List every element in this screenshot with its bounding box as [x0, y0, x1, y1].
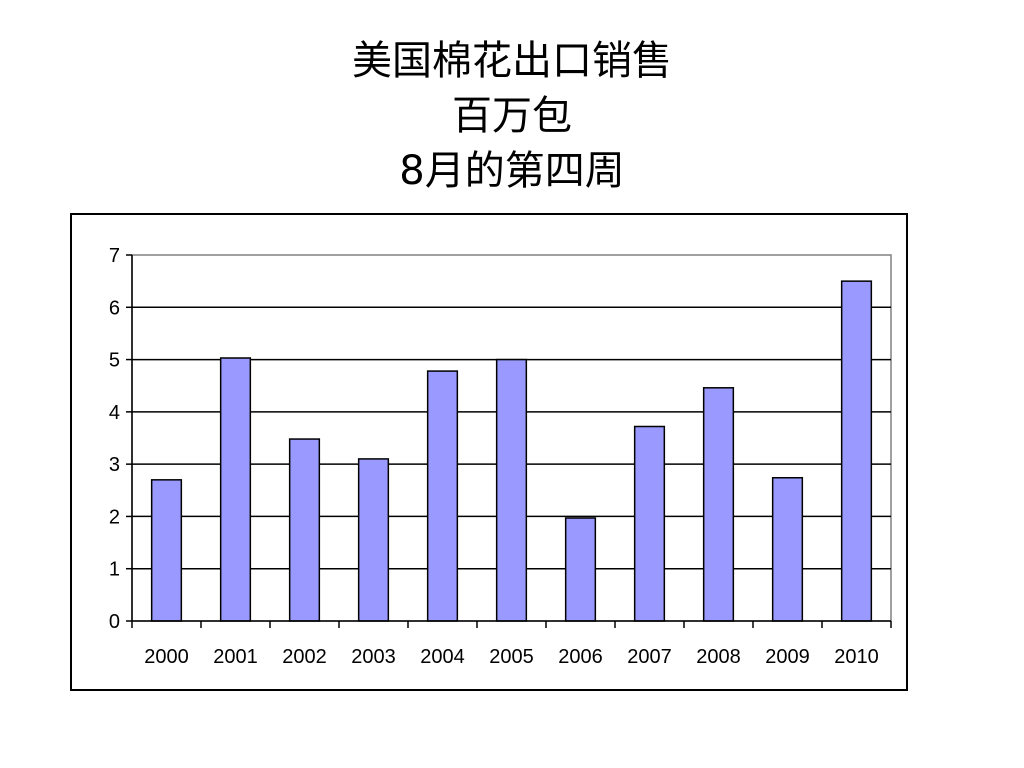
bar-chart: 0 1 2 3 4 5 6 7 2000 2001 2002 2003 2004 2005 2006 2007… [109, 245, 892, 668]
y-tick-label: 4 [109, 402, 120, 424]
x-tick-label: 2004 [420, 646, 465, 668]
x-tick-label: 2006 [558, 646, 603, 668]
chart-frame: 0 1 2 3 4 5 6 7 2000 2001 2002 2003 2004 2005 2006 2007… [70, 213, 908, 691]
y-tick-label: 5 [109, 350, 120, 372]
title-line-3: 8月的第四周 [399, 148, 625, 194]
x-tick-label: 2005 [489, 646, 534, 668]
y-tick-label: 7 [109, 245, 120, 267]
bar-2010 [840, 280, 873, 622]
bar-2000 [150, 479, 183, 622]
x-tick-label: 2010 [834, 646, 879, 668]
x-tick-label: 2000 [144, 646, 189, 668]
y-tick-label: 1 [109, 559, 120, 581]
chart-title: 美国棉花出口销售 百万包 8月的第四周 [0, 34, 1024, 199]
title-line-2: 百万包 [452, 93, 572, 139]
bar-2006 [564, 517, 597, 622]
x-tick-label: 2007 [627, 646, 672, 668]
x-tick-label: 2008 [696, 646, 741, 668]
bar-2008 [702, 387, 735, 622]
x-tick-label: 2001 [213, 646, 258, 668]
x-tick-label: 2009 [765, 646, 810, 668]
bar-2009 [771, 476, 804, 622]
bar-2005 [495, 358, 528, 622]
bar-2004 [426, 370, 459, 622]
bar-2007 [633, 425, 666, 622]
title-line-1: 美国棉花出口销售 [352, 38, 672, 84]
y-tick-label: 3 [109, 454, 120, 476]
bar-2003 [357, 458, 390, 622]
x-tick-label: 2003 [351, 646, 396, 668]
y-tick-label: 2 [109, 506, 120, 528]
bar-2002 [288, 438, 321, 622]
y-tick-label: 6 [109, 297, 120, 319]
y-tick-label: 0 [109, 611, 120, 633]
bar-2001 [219, 357, 252, 622]
x-tick-label: 2002 [282, 646, 327, 668]
